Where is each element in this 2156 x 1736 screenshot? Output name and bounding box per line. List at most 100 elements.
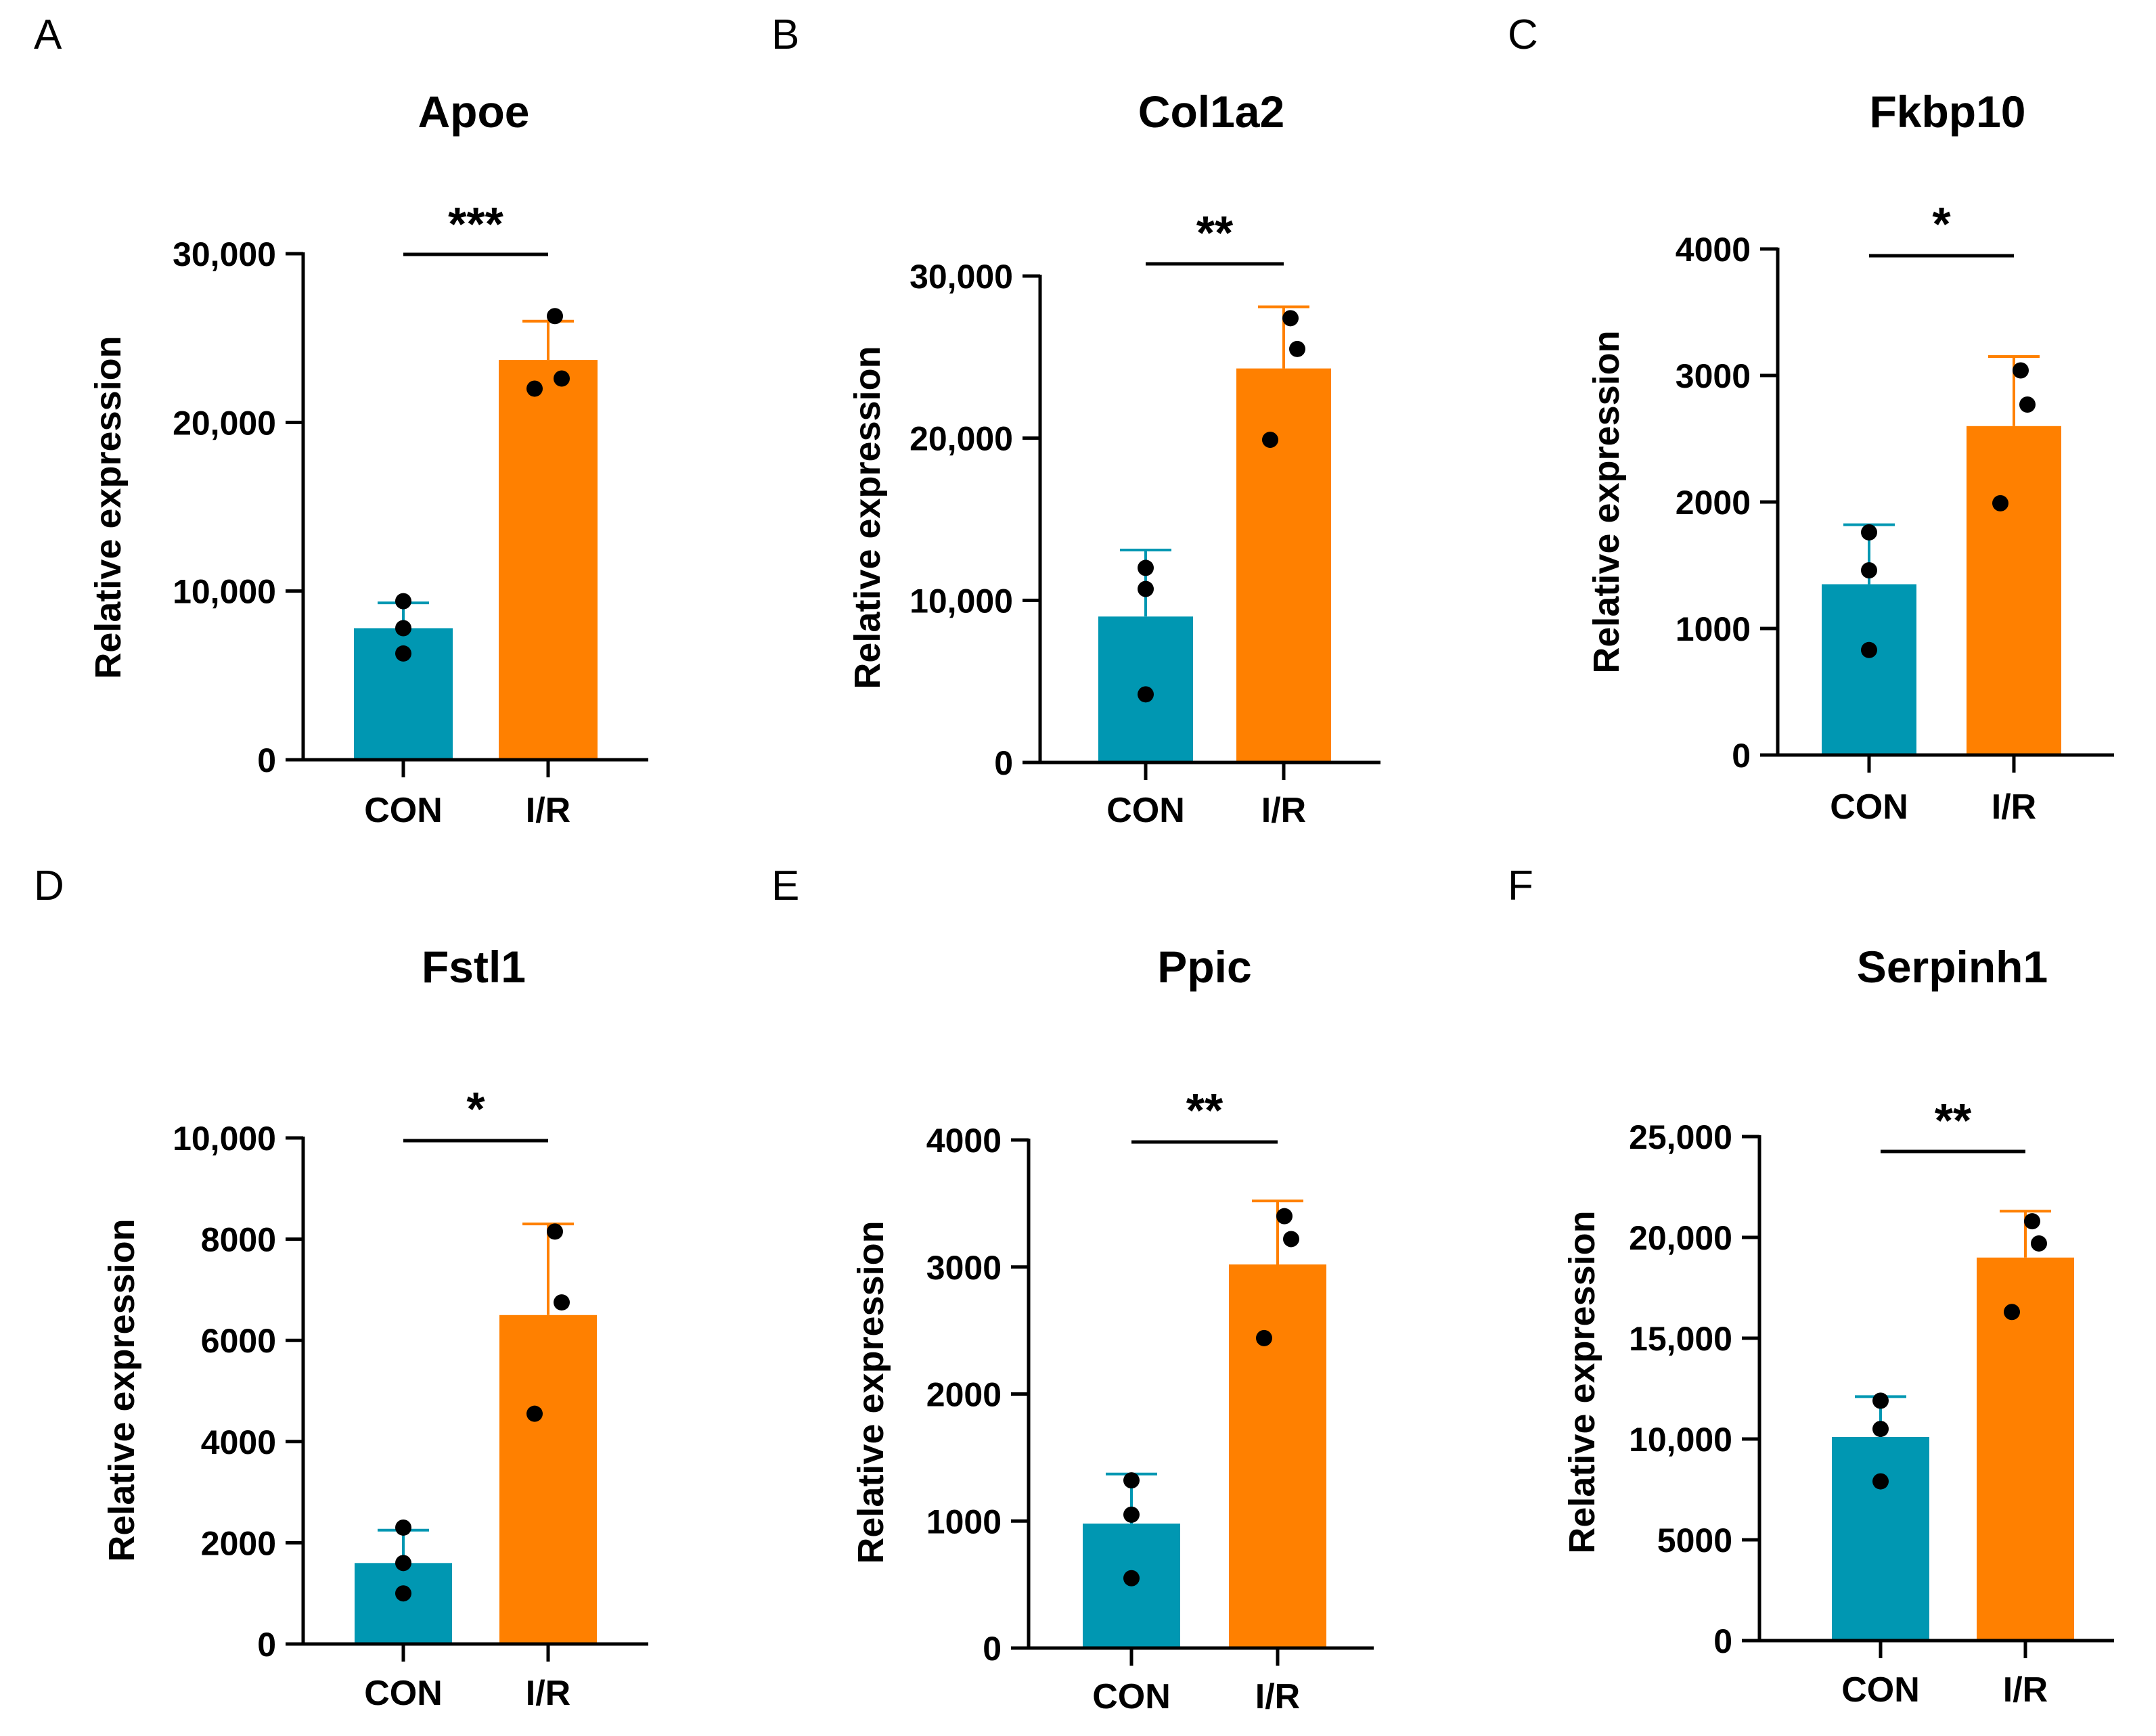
y-tick-label: 10,000 xyxy=(173,1120,276,1158)
data-point xyxy=(1861,641,1877,658)
data-point xyxy=(1138,559,1154,576)
panel-c: C Fkbp10 Relative expression 0 1000 2000 3000 4… xyxy=(1508,12,2114,827)
data-point xyxy=(526,1405,543,1422)
x-tick-label: CON xyxy=(364,791,443,830)
x-tick-label: CON xyxy=(364,1674,443,1713)
panel-label: B xyxy=(771,12,799,58)
y-tick-label: 0 xyxy=(257,1626,276,1664)
y-tick-label: 0 xyxy=(1713,1622,1732,1660)
panel-f: F Serpinh1 Relative expression 0 5000 10,000 1… xyxy=(1508,863,2114,1710)
bar-ir xyxy=(1229,1264,1326,1648)
data-point xyxy=(2004,1304,2020,1321)
y-tick-label: 25,000 xyxy=(1629,1118,1732,1156)
y-tick-label: 6000 xyxy=(201,1322,276,1360)
y-axis-label: Relative expression xyxy=(88,336,129,679)
panel-label: D xyxy=(34,863,64,909)
chart-title: Fkbp10 xyxy=(1869,87,2025,137)
x-tick-label: CON xyxy=(1841,1670,1920,1710)
bar-con xyxy=(1822,584,1916,755)
y-tick-label: 2000 xyxy=(926,1376,1002,1414)
bar-ir xyxy=(1977,1257,2074,1641)
data-point xyxy=(395,1555,411,1572)
bar-con xyxy=(355,1563,452,1644)
significance-marker: ** xyxy=(1186,1084,1223,1137)
data-point xyxy=(1138,580,1154,597)
data-point xyxy=(1123,1506,1140,1523)
panel-a: A Apoe Relative expression 0 10,000 20,000 30,… xyxy=(34,12,648,830)
data-point xyxy=(1872,1473,1889,1490)
y-axis-label: Relative expression xyxy=(1562,1210,1602,1553)
y-tick-label: 5000 xyxy=(1657,1522,1732,1559)
y-tick-label: 0 xyxy=(1732,737,1751,775)
y-axis-label: Relative expression xyxy=(851,1220,891,1563)
chart-title: Serpinh1 xyxy=(1857,942,2048,992)
y-tick-label: 10,000 xyxy=(173,573,276,611)
panel-label: A xyxy=(34,12,62,58)
data-point xyxy=(2031,1235,2047,1252)
data-point xyxy=(1138,686,1154,703)
data-point xyxy=(2013,362,2029,379)
y-tick-label: 4000 xyxy=(201,1423,276,1461)
x-tick-label: I/R xyxy=(2003,1670,2048,1710)
data-point xyxy=(395,645,411,662)
y-tick-label: 20,000 xyxy=(173,404,276,442)
y-axis-label: Relative expression xyxy=(102,1218,142,1561)
data-point xyxy=(547,308,563,325)
y-tick-label: 8000 xyxy=(201,1221,276,1259)
chart-title: Col1a2 xyxy=(1138,87,1284,137)
y-tick-label: 1000 xyxy=(1676,610,1751,648)
y-tick-label: 0 xyxy=(983,1630,1002,1668)
y-tick-label: 1000 xyxy=(926,1503,1002,1540)
y-tick-label: 20,000 xyxy=(1629,1219,1732,1257)
panel-label: F xyxy=(1508,863,1533,909)
data-point xyxy=(395,593,411,610)
data-point xyxy=(526,380,543,397)
data-point xyxy=(1123,1570,1140,1586)
x-tick-label: CON xyxy=(1830,787,1908,827)
significance-marker: ** xyxy=(1196,206,1234,259)
data-point xyxy=(1861,524,1877,541)
bar-ir xyxy=(499,360,598,760)
data-point xyxy=(1282,310,1299,327)
y-tick-label: 10,000 xyxy=(1629,1421,1732,1459)
y-axis-label: Relative expression xyxy=(847,346,888,689)
x-tick-label: CON xyxy=(1106,791,1185,830)
y-tick-label: 30,000 xyxy=(173,235,276,273)
data-point xyxy=(1276,1208,1293,1225)
y-tick-label: 2000 xyxy=(201,1524,276,1562)
data-point xyxy=(1262,432,1278,449)
data-point xyxy=(395,1585,411,1602)
panel-d: D Fstl1 Relative expression 0 2000 4000 6000 80… xyxy=(34,863,648,1713)
y-tick-label: 2000 xyxy=(1676,484,1751,522)
x-tick-label: I/R xyxy=(1261,791,1306,830)
y-tick-label: 30,000 xyxy=(909,258,1013,296)
y-tick-label: 15,000 xyxy=(1629,1320,1732,1358)
data-point xyxy=(1289,340,1305,357)
panel-b: B Col1a2 Relative expression 0 10,000 20,000 3… xyxy=(771,12,1380,830)
data-point xyxy=(1992,495,2008,511)
data-point xyxy=(395,1519,411,1536)
y-tick-label: 4000 xyxy=(1676,231,1751,269)
data-point xyxy=(1861,562,1877,578)
data-point xyxy=(1123,1472,1140,1489)
bar-ir xyxy=(499,1315,597,1644)
panel-e: E Ppic Relative expression 0 1000 2000 3000 400… xyxy=(771,863,1374,1716)
significance-marker: *** xyxy=(448,198,503,250)
data-point xyxy=(2019,396,2036,413)
data-point xyxy=(554,1294,570,1311)
panel-label: E xyxy=(771,863,799,909)
bar-ir xyxy=(1236,368,1331,762)
y-tick-label: 4000 xyxy=(926,1122,1002,1160)
data-point xyxy=(1872,1421,1889,1438)
data-point xyxy=(2024,1213,2040,1230)
bar-ir xyxy=(1967,426,2061,755)
chart-title: Ppic xyxy=(1157,942,1251,992)
data-point xyxy=(1872,1392,1889,1409)
data-point xyxy=(554,370,570,387)
data-point xyxy=(1283,1231,1299,1248)
y-tick-label: 0 xyxy=(257,741,276,779)
data-point xyxy=(1256,1329,1272,1346)
y-tick-label: 20,000 xyxy=(909,420,1013,458)
y-axis-label: Relative expression xyxy=(1586,330,1627,673)
